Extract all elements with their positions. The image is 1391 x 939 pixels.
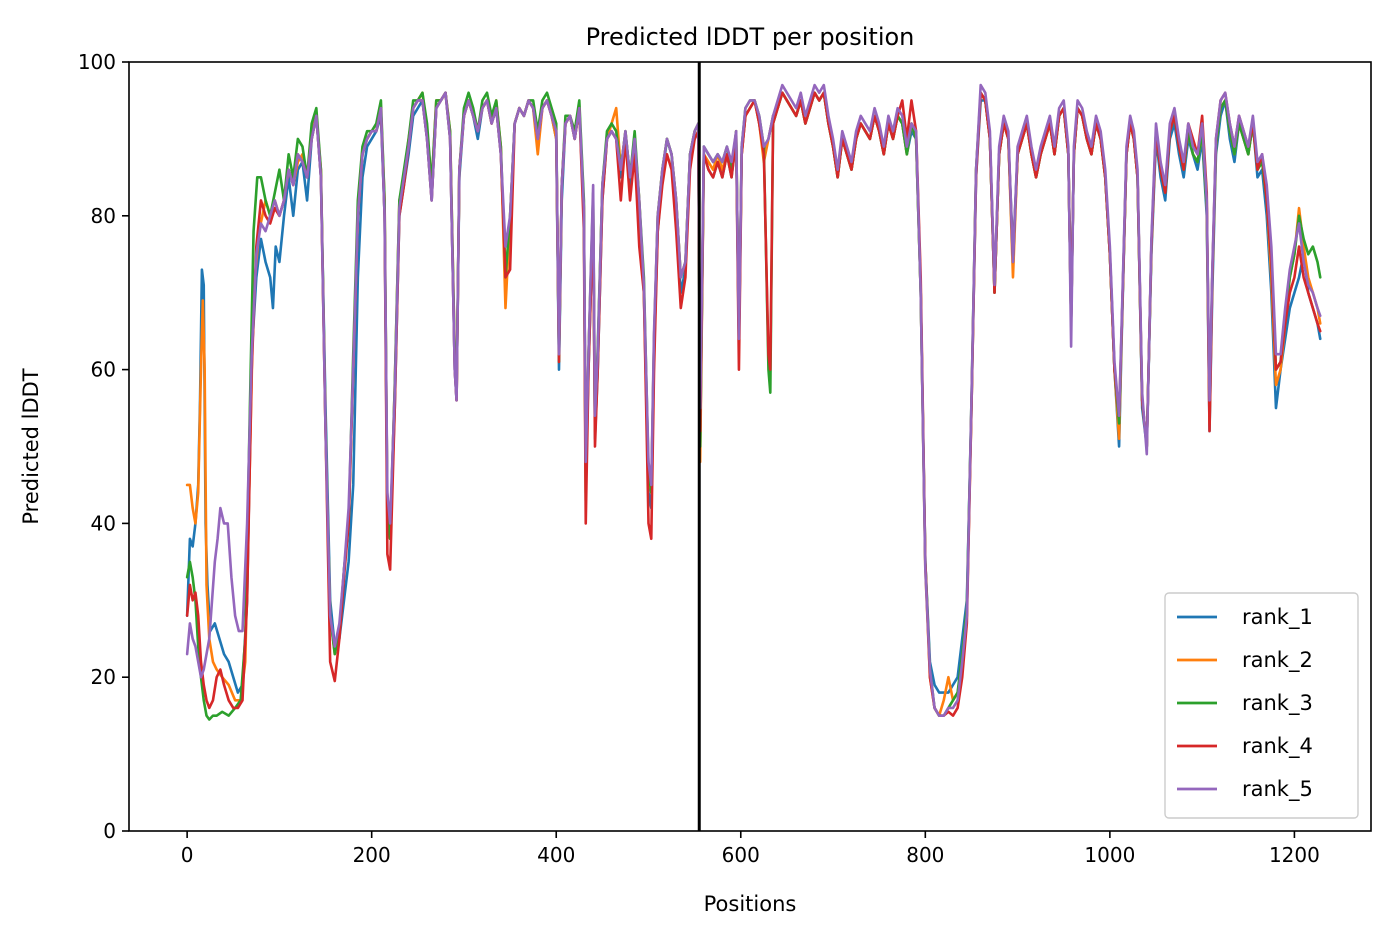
x-tick-label: 0 — [181, 843, 194, 867]
chart-title: Predicted lDDT per position — [586, 23, 915, 51]
y-tick-label: 20 — [91, 665, 116, 689]
legend: rank_1 rank_2 rank_3 rank_4 rank_5 — [1164, 592, 1359, 819]
y-tick-label: 60 — [91, 358, 116, 382]
x-tick-label: 1000 — [1084, 843, 1135, 867]
legend-label-rank_1: rank_1 — [1242, 605, 1313, 630]
legend-label-rank_5: rank_5 — [1242, 777, 1313, 802]
y-axis: 0 20 40 60 80 100 — [78, 50, 129, 843]
y-axis-title: Predicted lDDT — [19, 368, 43, 524]
legend-label-rank_2: rank_2 — [1242, 648, 1313, 673]
y-tick-label: 40 — [91, 511, 116, 535]
x-tick-label: 1200 — [1269, 843, 1320, 867]
x-axis-title: Positions — [704, 892, 797, 916]
plot-frame — [128, 61, 1372, 832]
x-tick-label: 400 — [537, 843, 575, 867]
y-tick-label: 0 — [103, 819, 116, 843]
y-tick-label: 100 — [78, 50, 116, 74]
legend-label-rank_3: rank_3 — [1242, 691, 1313, 716]
x-axis: 0 200 400 600 800 1000 1200 — [181, 831, 1320, 867]
x-tick-label: 200 — [353, 843, 391, 867]
series-lines — [185, 83, 1322, 721]
legend-box — [1164, 592, 1359, 819]
y-tick-label: 80 — [91, 204, 116, 228]
x-tick-label: 800 — [906, 843, 944, 867]
series-line-rank_5 — [185, 83, 1322, 717]
x-tick-label: 600 — [722, 843, 760, 867]
legend-label-rank_4: rank_4 — [1242, 734, 1313, 759]
